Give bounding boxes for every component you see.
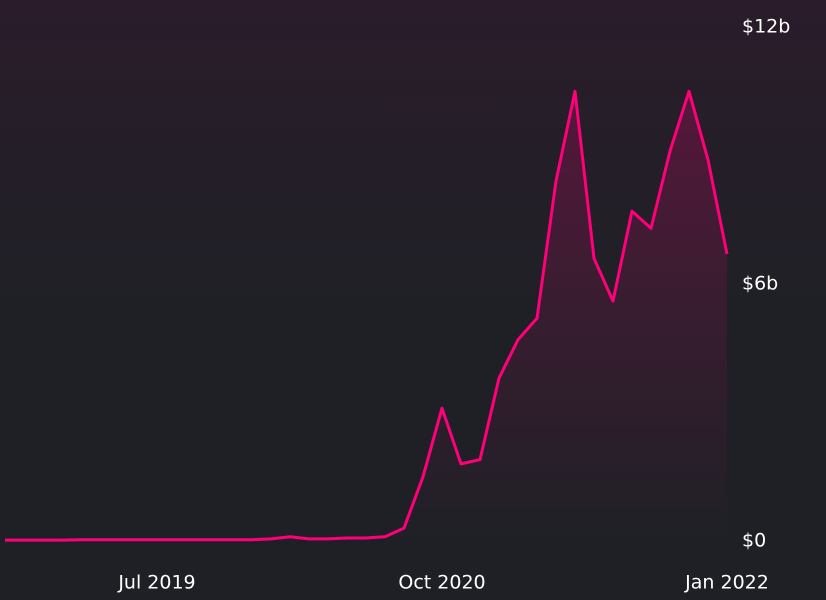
x-tick-label: Oct 2020 <box>398 572 485 594</box>
y-tick-label: $0 <box>742 530 766 552</box>
y-tick-label: $12b <box>742 16 790 38</box>
y-tick-label: $6b <box>742 273 778 295</box>
x-tick-label: Jul 2019 <box>117 572 195 594</box>
area-fill <box>5 91 727 542</box>
x-tick-label: Jan 2022 <box>684 572 769 594</box>
line <box>5 89 729 542</box>
